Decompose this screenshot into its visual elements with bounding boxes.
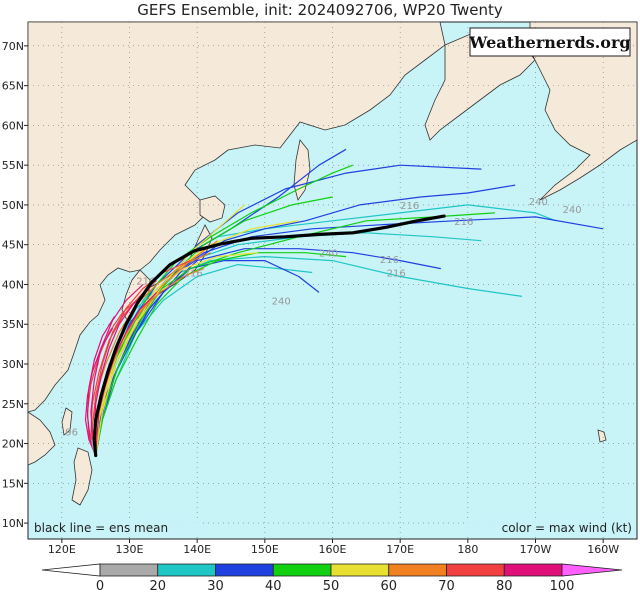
colorbar-segment — [157, 563, 216, 577]
lon-tick-label: 120E — [48, 543, 76, 556]
lon-tick-label: 160E — [319, 543, 347, 556]
colorbar-segment — [272, 563, 332, 577]
china-south-coast — [27, 411, 56, 466]
track-hour-label: 96 — [65, 428, 78, 439]
colorbar-tick-label: 30 — [207, 579, 224, 594]
lat-tick-label: 25N — [2, 398, 24, 411]
colorbar-tick-label: 60 — [380, 579, 397, 594]
lat-tick-label: 50N — [2, 199, 24, 212]
lat-tick-label: 35N — [2, 318, 24, 331]
lat-tick-label: 15N — [2, 477, 24, 490]
lon-tick-label: 170W — [520, 543, 552, 556]
member-track-line — [90, 280, 158, 456]
colorbar-segment — [503, 563, 563, 577]
lon-tick-label: 150E — [251, 543, 279, 556]
lon-tick-label: 130E — [116, 543, 144, 556]
ensemble-member-tracks — [84, 148, 604, 456]
ensemble-mean-track — [92, 214, 446, 458]
track-hour-label: 216 — [387, 269, 406, 280]
colorbar-end-left — [41, 563, 101, 577]
colorbar-segment — [446, 563, 505, 577]
colorbar-tick-label: 20 — [149, 579, 166, 594]
map-frame: 240 216 240 216 240 216 216 216 240 216 96 — [27, 21, 638, 540]
colorbar-segment — [330, 563, 390, 577]
colorbar-end-right — [561, 563, 623, 577]
track-hour-label: 216 — [380, 255, 399, 266]
track-hour-label: 240 — [272, 296, 291, 307]
note-color-scale: color = max wind (kt) — [502, 521, 632, 535]
member-track-line — [95, 252, 347, 456]
colorbar-segment — [388, 563, 447, 577]
colorbar-tick-label: 0 — [96, 579, 104, 594]
lat-tick-label: 40N — [2, 278, 24, 291]
lat-tick-label: 65N — [2, 80, 24, 93]
alaska — [529, 21, 638, 201]
lon-tick-label: 180 — [457, 543, 478, 556]
lat-tick-label: 60N — [2, 119, 24, 132]
lat-tick-label: 10N — [2, 517, 24, 530]
mean-track-line — [92, 214, 446, 458]
longitude-axis-labels: 120E 130E 140E 150E 160E 170E 180 170W 160W — [48, 539, 619, 556]
track-hour-label: 240 — [529, 197, 548, 208]
hawaii — [597, 429, 607, 443]
brand-label: Weathernerds.org — [468, 33, 630, 52]
asia-mainland — [27, 21, 446, 413]
graticule — [28, 22, 637, 539]
page-title: GEFS Ensemble, init: 2024092706, WP20 Tw… — [137, 1, 503, 19]
lon-tick-label: 160W — [587, 543, 619, 556]
colorbar-tick-label: 100 — [550, 579, 575, 594]
track-hour-label: 216 — [400, 201, 419, 212]
max-wind-colorbar: 0 20 30 40 50 60 70 80 100 — [41, 563, 623, 594]
brand-box: Weathernerds.org — [468, 27, 631, 57]
colorbar-tick-label: 70 — [438, 579, 455, 594]
member-track-line — [86, 299, 137, 456]
track-hour-label: 216 — [454, 217, 473, 228]
colorbar-tick-label: 50 — [323, 579, 340, 594]
member-track-line — [86, 315, 116, 456]
track-hour-labels: 240 216 240 216 240 216 216 216 240 216 96 — [65, 197, 581, 439]
lon-tick-label: 140E — [183, 543, 211, 556]
member-track-line — [84, 327, 114, 456]
note-mean-line: black line = ens mean — [34, 521, 168, 535]
lat-tick-label: 30N — [2, 358, 24, 371]
taiwan — [61, 407, 73, 436]
colorbar-tick-label: 80 — [496, 579, 513, 594]
philippines — [71, 447, 93, 506]
lat-tick-label: 55N — [2, 159, 24, 172]
colorbar-tick-label: 40 — [265, 579, 282, 594]
member-track-line — [95, 204, 245, 456]
track-hour-label: 240 — [563, 205, 582, 216]
lat-tick-label: 70N — [2, 40, 24, 53]
colorbar-segment — [215, 563, 274, 577]
lat-tick-label: 45N — [2, 239, 24, 252]
member-track-line — [95, 291, 158, 456]
member-track-line — [90, 284, 144, 456]
lon-tick-label: 170E — [386, 543, 414, 556]
japan-hokkaido — [199, 195, 226, 223]
colorbar-segment — [99, 563, 159, 577]
lat-tick-label: 20N — [2, 438, 24, 451]
track-hour-label: 216 — [136, 276, 155, 287]
track-hour-label: 240 — [319, 249, 338, 260]
track-hour-label: 216 — [184, 269, 203, 280]
latitude-axis-labels: 70N 65N 60N 55N 50N 45N 40N 35N 30N 25N 20N 15N 10N — [2, 40, 28, 530]
